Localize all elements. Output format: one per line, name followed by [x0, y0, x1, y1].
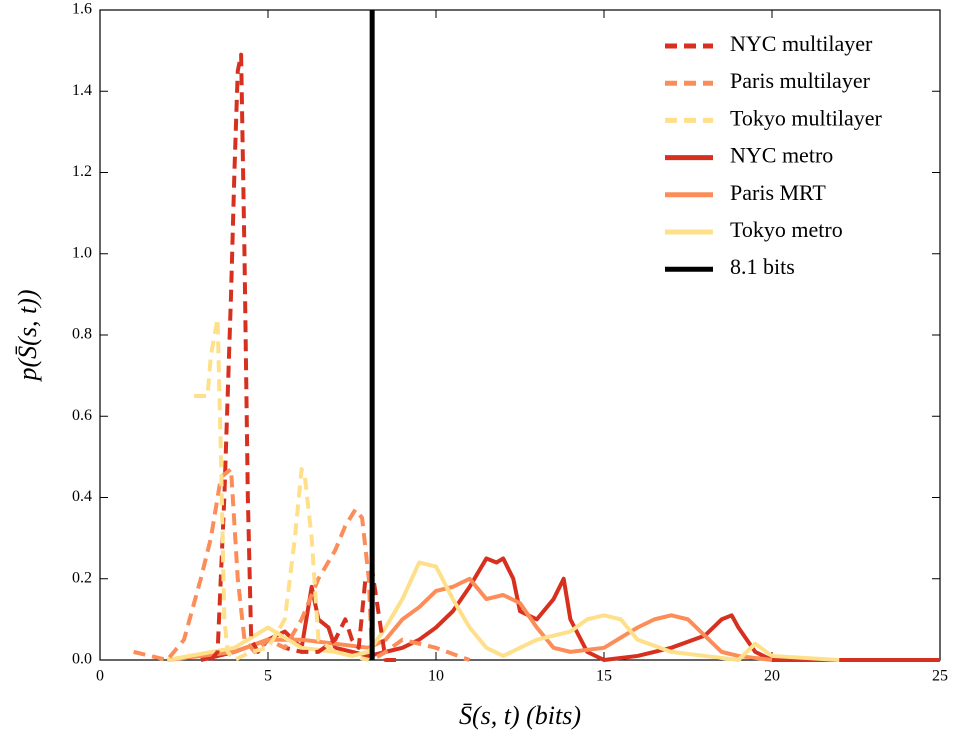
dashed-line [133, 467, 471, 662]
x-axis-label: S̄(s, t) (bits) [459, 701, 581, 730]
x-tick-label: 0 [96, 668, 104, 685]
legend-label: Paris MRT [730, 180, 826, 205]
y-tick-label: 0.2 [72, 569, 92, 586]
y-tick-label: 0.0 [72, 651, 92, 668]
y-tick-label: 0.6 [72, 407, 92, 424]
legend-label: 8.1 bits [730, 254, 795, 279]
y-tick-label: 1.2 [72, 163, 92, 180]
legend-label: NYC multilayer [730, 31, 873, 56]
x-tick-label: 10 [428, 668, 444, 685]
y-tick-label: 1.4 [72, 82, 92, 99]
dashed-line [194, 316, 370, 662]
legend-label: Tokyo multilayer [730, 105, 882, 130]
y-tick-label: 1.0 [72, 244, 92, 261]
legend-label: Tokyo metro [730, 217, 843, 242]
y-tick-label: 0.4 [72, 488, 92, 505]
x-tick-label: 5 [264, 668, 272, 685]
y-axis-label: p(S̄(s, t)) [13, 290, 42, 383]
x-tick-label: 25 [932, 668, 948, 685]
x-tick-label: 15 [596, 668, 612, 685]
legend-label: Paris multilayer [730, 68, 871, 93]
x-tick-label: 20 [764, 668, 780, 685]
line [166, 560, 840, 662]
y-tick-label: 1.6 [72, 1, 92, 18]
y-tick-label: 0.8 [72, 326, 92, 343]
line [200, 556, 940, 662]
legend-label: NYC metro [730, 143, 833, 168]
line [166, 576, 773, 662]
